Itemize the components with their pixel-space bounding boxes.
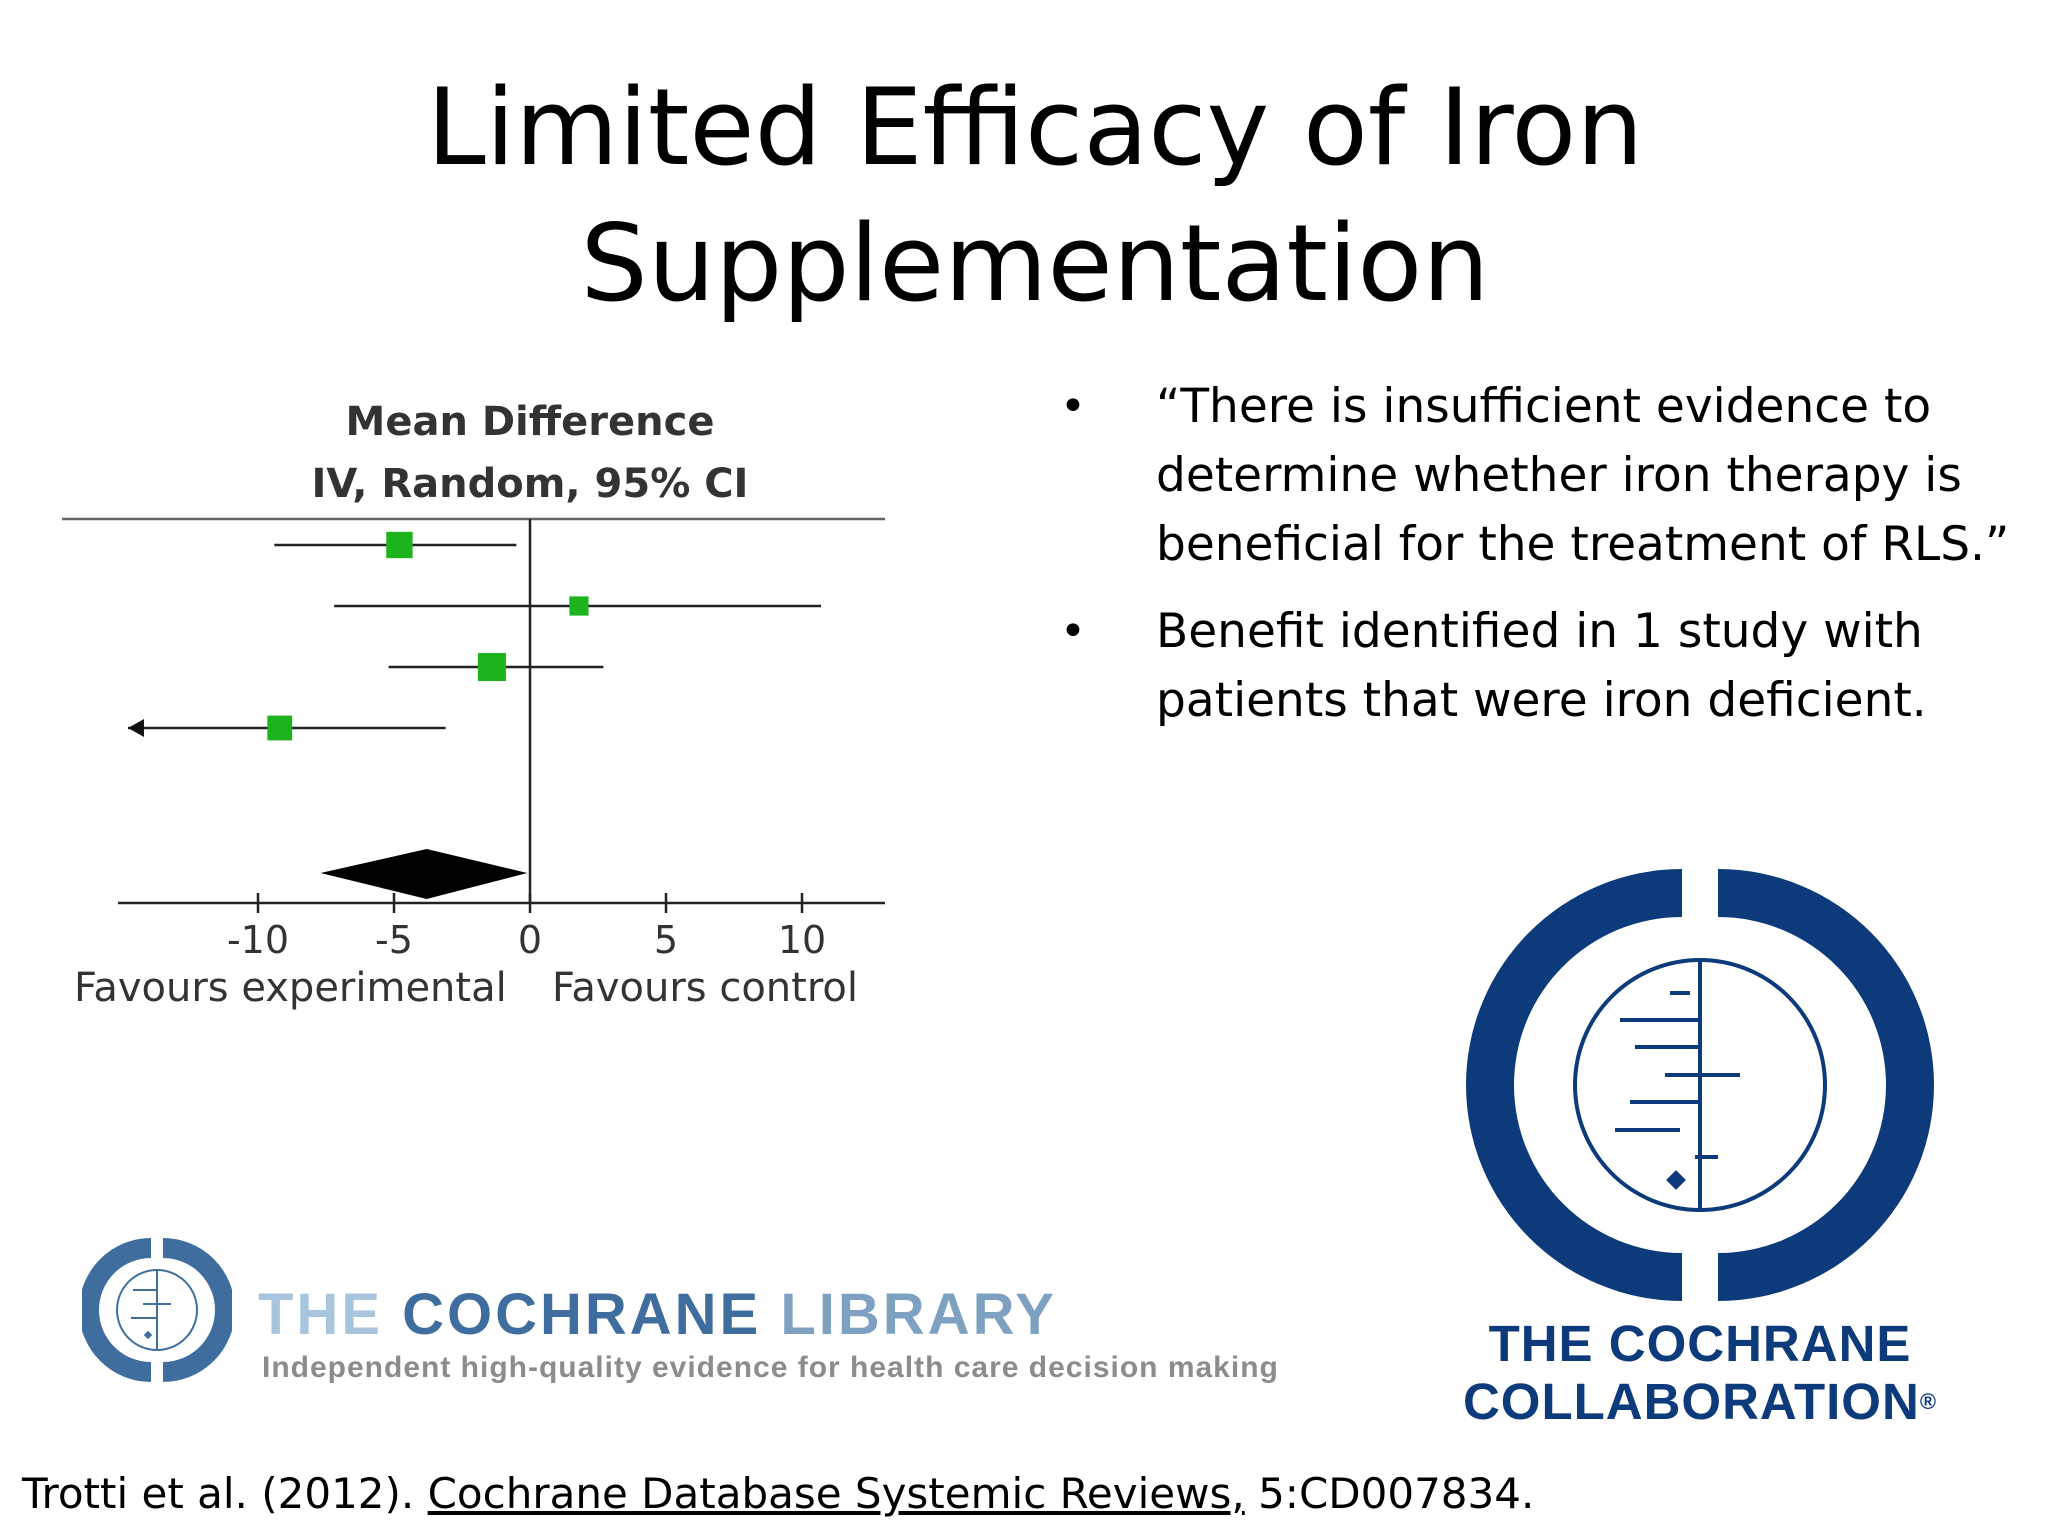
library-word-the: THE [258,1282,383,1347]
logo-ring-right [1718,869,1934,1301]
logo-ring-left [1466,869,1682,1301]
slide-title: Limited Efficacy of Iron Supplementation [300,60,1770,332]
bullet-list: • “There is insufficient evidence to det… [1060,372,2020,753]
library-word-cochrane: COCHRANE [402,1282,762,1347]
collaboration-word: COLLABORATION [1462,1373,1920,1430]
citation-ref: 5:CD007834. [1244,1469,1535,1518]
collaboration-line-1: THE COCHRANE [1488,1315,1912,1372]
study-point [477,653,506,681]
library-word-library: LIBRARY [780,1282,1057,1347]
ci-arrow-icon [128,719,144,737]
bullet-item-1: • “There is insufficient evidence to det… [1060,372,2020,579]
citation: Trotti et al. (2012). Cochrane Database … [22,1464,1534,1524]
cochrane-collaboration-name: THE COCHRANE COLLABORATION® [1440,1315,1960,1431]
forest-plot: Mean Difference IV, Random, 95% CI -10 -5… [62,399,885,1011]
x-label-favours-control: Favours control [552,965,858,1011]
collaboration-line-2: COLLABORATION® [1440,1373,1960,1431]
title-line-1: Limited Efficacy of Iron [426,66,1644,189]
study-point [569,596,589,616]
library-tagline: Independent high-quality evidence for he… [262,1351,1279,1384]
x-tick-label: 0 [518,918,542,962]
x-tick-label: 10 [778,918,826,962]
x-tick-label: 5 [654,918,678,962]
bullet-text-1: “There is insufficient evidence to deter… [1156,379,2010,572]
x-tick-label: -10 [227,918,289,962]
chart-title-line-2: IV, Random, 95% CI [312,461,749,507]
bullet-dot: • [1060,606,1086,657]
citation-journal: Cochrane Database Systemic Reviews, [427,1469,1245,1518]
chart-title-line-1: Mean Difference [346,399,715,445]
bullet-item-2: • Benefit identified in 1 study with pat… [1060,597,2020,735]
logo-diamond [1666,1170,1686,1190]
forest-marks: -10 -5 0 5 10 [118,519,885,962]
pooled-diamond [320,849,528,899]
x-label-favours-experimental: Favours experimental [74,965,507,1011]
cochrane-library-logo-icon [82,1238,232,1382]
title-line-2: Supplementation [580,202,1490,325]
cochrane-collaboration-logo-icon [1466,869,1934,1301]
study-point [386,531,413,559]
bullet-text-2: Benefit identified in 1 study with patie… [1156,604,1927,728]
bullet-dot: • [1060,381,1086,432]
cochrane-library-name: THE COCHRANE LIBRARY [258,1283,1057,1347]
x-tick-label: -5 [375,918,413,962]
study-point [267,715,293,741]
registered-mark: ® [1919,1389,1938,1414]
citation-authors: Trotti et al. (2012). [22,1469,428,1518]
